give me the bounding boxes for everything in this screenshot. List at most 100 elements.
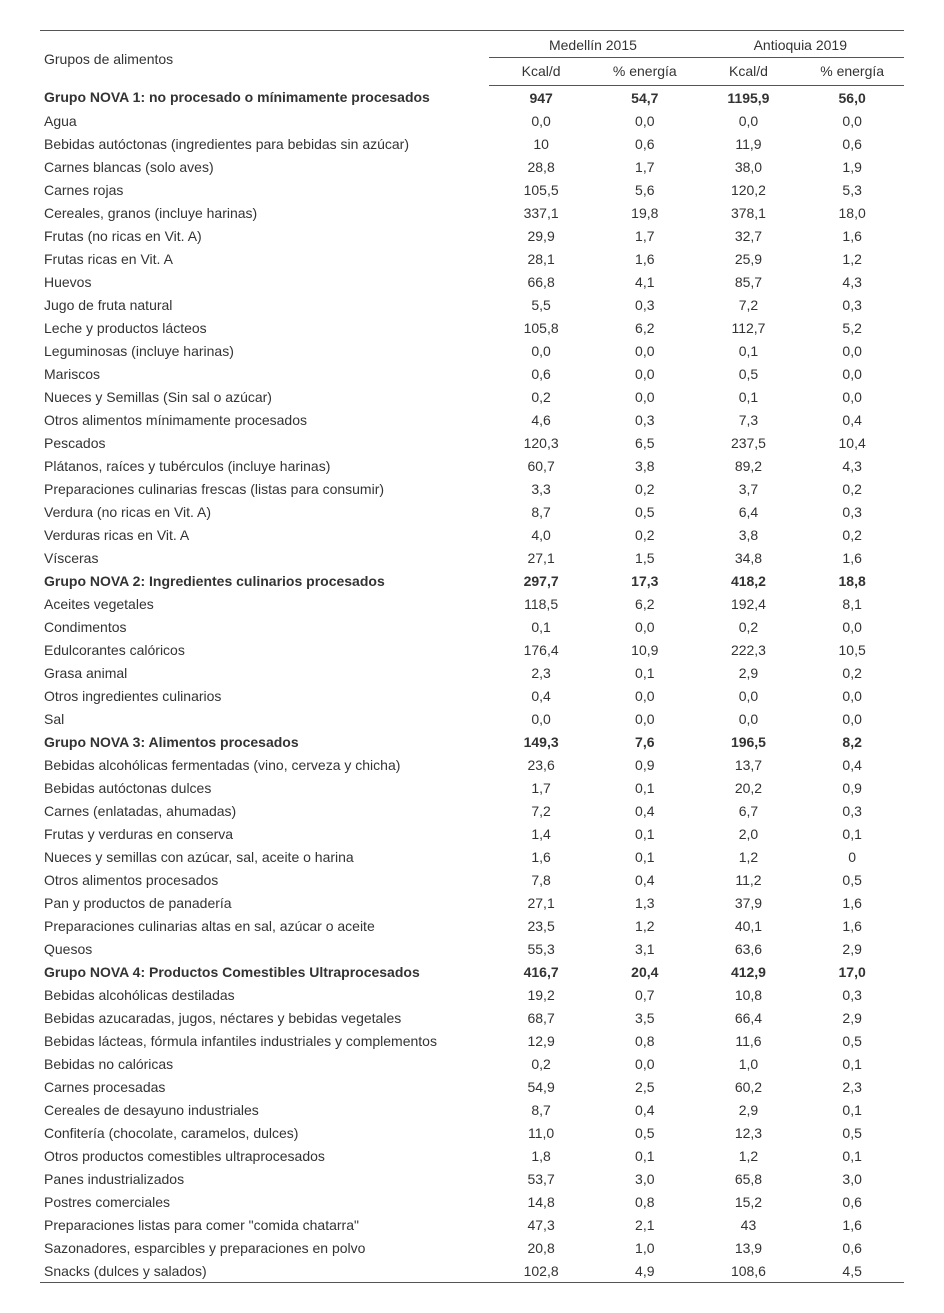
cell-value: 1,0: [697, 1052, 801, 1075]
cell-value: 0,0: [489, 707, 593, 730]
table-row: Pescados120,36,5237,510,4: [40, 431, 904, 454]
table-row: Otros ingredientes culinarios0,40,00,00,…: [40, 684, 904, 707]
cell-value: 0,1: [593, 776, 697, 799]
cell-value: 192,4: [697, 592, 801, 615]
cell-value: 5,3: [800, 178, 904, 201]
cell-value: 0,0: [593, 707, 697, 730]
table-row: Preparaciones culinarias altas en sal, a…: [40, 914, 904, 937]
cell-value: 0,2: [489, 385, 593, 408]
cell-value: 237,5: [697, 431, 801, 454]
table-row: Cereales, granos (incluye harinas)337,11…: [40, 201, 904, 224]
cell-value: 14,8: [489, 1190, 593, 1213]
cell-value: 0,4: [489, 684, 593, 707]
row-label: Bebidas autóctonas (ingredientes para be…: [40, 132, 489, 155]
row-label: Grasa animal: [40, 661, 489, 684]
cell-value: 10: [489, 132, 593, 155]
cell-value: 3,0: [593, 1167, 697, 1190]
cell-value: 7,2: [697, 293, 801, 316]
cell-value: 28,1: [489, 247, 593, 270]
cell-value: 29,9: [489, 224, 593, 247]
table-row: Grupo NOVA 2: Ingredientes culinarios pr…: [40, 569, 904, 592]
row-label: Bebidas lácteas, fórmula infantiles indu…: [40, 1029, 489, 1052]
cell-value: 12,3: [697, 1121, 801, 1144]
table-row: Verdura (no ricas en Vit. A)8,70,56,40,3: [40, 500, 904, 523]
table-row: Bebidas alcohólicas fermentadas (vino, c…: [40, 753, 904, 776]
cell-value: 3,8: [593, 454, 697, 477]
cell-value: 4,0: [489, 523, 593, 546]
cell-value: 0,5: [800, 1121, 904, 1144]
cell-value: 3,3: [489, 477, 593, 500]
cell-value: 0,6: [800, 1236, 904, 1259]
cell-value: 0,9: [593, 753, 697, 776]
cell-value: 8,7: [489, 500, 593, 523]
cell-value: 6,5: [593, 431, 697, 454]
row-label: Vísceras: [40, 546, 489, 569]
table-row: Otros alimentos mínimamente procesados4,…: [40, 408, 904, 431]
table-row: Preparaciones culinarias frescas (listas…: [40, 477, 904, 500]
cell-value: 1,7: [489, 776, 593, 799]
cell-value: 6,4: [697, 500, 801, 523]
cell-value: 7,2: [489, 799, 593, 822]
table-row: Quesos55,33,163,62,9: [40, 937, 904, 960]
cell-value: 0,7: [593, 983, 697, 1006]
cell-value: 1,6: [800, 1213, 904, 1236]
cell-value: 19,2: [489, 983, 593, 1006]
cell-value: 0,1: [800, 1052, 904, 1075]
cell-value: 8,7: [489, 1098, 593, 1121]
cell-value: 20,4: [593, 960, 697, 983]
table-header: Grupos de alimentos Medellín 2015 Antioq…: [40, 31, 904, 86]
cell-value: 60,2: [697, 1075, 801, 1098]
cell-value: 0,1: [800, 1098, 904, 1121]
cell-value: 1,6: [800, 546, 904, 569]
cell-value: 3,5: [593, 1006, 697, 1029]
cell-value: 8,1: [800, 592, 904, 615]
table-row: Condimentos0,10,00,20,0: [40, 615, 904, 638]
cell-value: 47,3: [489, 1213, 593, 1236]
cell-value: 0,3: [800, 500, 904, 523]
cell-value: 120,3: [489, 431, 593, 454]
table-row: Carnes (enlatadas, ahumadas)7,20,46,70,3: [40, 799, 904, 822]
cell-value: 2,9: [800, 937, 904, 960]
row-label: Pan y productos de panadería: [40, 891, 489, 914]
cell-value: 0,0: [593, 362, 697, 385]
cell-value: 54,7: [593, 86, 697, 110]
cell-value: 2,3: [800, 1075, 904, 1098]
cell-value: 18,8: [800, 569, 904, 592]
row-label: Bebidas alcohólicas fermentadas (vino, c…: [40, 753, 489, 776]
cell-value: 0,3: [593, 408, 697, 431]
cell-value: 0,6: [489, 362, 593, 385]
cell-value: 0,5: [593, 1121, 697, 1144]
row-label: Nueces y semillas con azúcar, sal, aceit…: [40, 845, 489, 868]
cell-value: 13,9: [697, 1236, 801, 1259]
cell-value: 0,1: [489, 615, 593, 638]
cell-value: 60,7: [489, 454, 593, 477]
cell-value: 418,2: [697, 569, 801, 592]
cell-value: 10,9: [593, 638, 697, 661]
cell-value: 0,0: [800, 362, 904, 385]
row-label: Preparaciones culinarias frescas (listas…: [40, 477, 489, 500]
subcol-kcal-ant: Kcal/d: [697, 58, 801, 86]
cell-value: 0,4: [800, 408, 904, 431]
cell-value: 7,3: [697, 408, 801, 431]
cell-value: 63,6: [697, 937, 801, 960]
row-label: Snacks (dulces y salados): [40, 1259, 489, 1283]
table-row: Postres comerciales14,80,815,20,6: [40, 1190, 904, 1213]
cell-value: 0,1: [800, 822, 904, 845]
subcol-kcal-med: Kcal/d: [489, 58, 593, 86]
cell-value: 412,9: [697, 960, 801, 983]
cell-value: 4,3: [800, 454, 904, 477]
row-label: Edulcorantes calóricos: [40, 638, 489, 661]
cell-value: 0,4: [593, 1098, 697, 1121]
cell-value: 4,5: [800, 1259, 904, 1283]
cell-value: 8,2: [800, 730, 904, 753]
cell-value: 85,7: [697, 270, 801, 293]
cell-value: 1,0: [593, 1236, 697, 1259]
table-row: Leguminosas (incluye harinas)0,00,00,10,…: [40, 339, 904, 362]
cell-value: 6,2: [593, 592, 697, 615]
cell-value: 105,5: [489, 178, 593, 201]
row-label: Grupo NOVA 3: Alimentos procesados: [40, 730, 489, 753]
cell-value: 0,0: [593, 1052, 697, 1075]
cell-value: 10,4: [800, 431, 904, 454]
cell-value: 0,4: [800, 753, 904, 776]
table-row: Cereales de desayuno industriales8,70,42…: [40, 1098, 904, 1121]
